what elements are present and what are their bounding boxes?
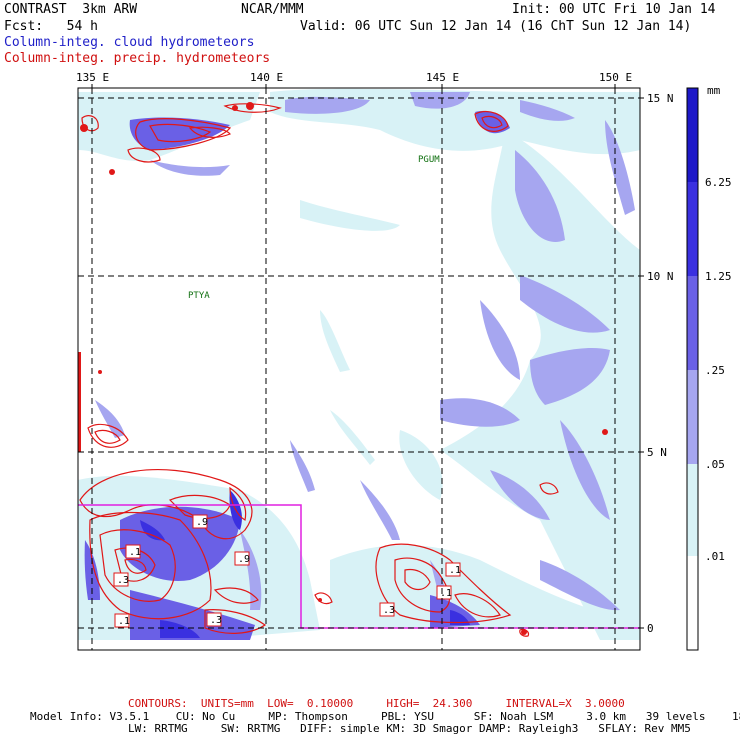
lon-label: 135 E xyxy=(76,71,109,84)
lat-labels: 15 N 10 N 5 N 0 xyxy=(647,92,674,635)
contour-label-group: .9 .1 .3 .1 .3 .1 .3 .1 .9 xyxy=(113,514,461,628)
contour-label: .1 xyxy=(129,547,141,558)
legend-tick: .25 xyxy=(705,364,725,377)
map-frame xyxy=(77,87,641,651)
precip-spots xyxy=(80,102,608,635)
contour-label: .3 xyxy=(117,575,129,586)
station-label-group: PGUM PTYA xyxy=(188,155,440,301)
contour-label: .9 xyxy=(196,517,208,528)
init-time: Init: 00 UTC Fri 10 Jan 14 xyxy=(512,2,716,17)
station-label-pgum: PGUM xyxy=(418,155,440,165)
map-field: .9 .1 .3 .1 .3 .1 .3 .1 .9 PGUM PTYA xyxy=(78,88,640,650)
legend-swatch xyxy=(687,556,698,650)
contour-label: .1 xyxy=(440,588,452,599)
model-info-line-1: Model Info: V3.5.1 CU: No Cu MP: Thompso… xyxy=(30,710,740,723)
legend-tick: 1.25 xyxy=(705,270,732,283)
lat-lon-grid xyxy=(78,88,640,650)
lon-labels: 135 E 140 E 145 E 150 E xyxy=(76,71,632,84)
station-label-ptya: PTYA xyxy=(188,291,210,301)
lat-label: 5 N xyxy=(647,446,667,459)
legend-tick: .05 xyxy=(705,458,725,471)
contour-label: .1 xyxy=(449,565,461,576)
contours-units: UNITS=mm xyxy=(200,697,254,710)
lon-label: 145 E xyxy=(426,71,459,84)
contours-interval: INTERVAL=X 3.0000 xyxy=(505,697,625,710)
color-legend: mm 6.25 1.25 .25 .05 .01 xyxy=(686,84,732,651)
edge-precip xyxy=(78,352,81,452)
legend-tick: 6.25 xyxy=(705,176,732,189)
lat-label: 15 N xyxy=(647,92,674,105)
lat-label: 10 N xyxy=(647,270,674,283)
legend-swatch xyxy=(687,370,698,464)
contour-label: .3 xyxy=(210,615,222,626)
cloud-field-title: Column-integ. cloud hydrometeors xyxy=(4,35,255,50)
contours-high: HIGH= 24.300 xyxy=(386,697,473,710)
center-title: NCAR/MMM xyxy=(241,2,304,17)
lat-label: 0 xyxy=(647,622,654,635)
contour-label: .9 xyxy=(238,554,250,565)
forecast-hour: Fcst: 54 h xyxy=(4,19,98,34)
legend-unit: mm xyxy=(707,84,721,97)
legend-tick: .01 xyxy=(705,550,725,563)
legend-swatch xyxy=(687,276,698,370)
contour-label: .1 xyxy=(118,616,130,627)
lon-label: 150 E xyxy=(599,71,632,84)
model-title: CONTRAST 3km ARW xyxy=(4,2,138,17)
legend-swatch xyxy=(687,464,698,556)
precip-field-title: Column-integ. precip. hydrometeors xyxy=(4,51,271,66)
cloud-field-medium xyxy=(95,92,635,620)
axis-ticks xyxy=(91,84,644,629)
valid-time: Valid: 06 UTC Sun 12 Jan 14 (16 ChT Sun … xyxy=(300,19,692,34)
legend-swatch xyxy=(687,88,698,182)
lon-label: 140 E xyxy=(250,71,283,84)
contours-prefix: CONTOURS: xyxy=(128,697,188,710)
contour-label: .3 xyxy=(383,605,395,616)
contours-line: CONTOURS: UNITS=mm LOW= 0.10000 HIGH= 24… xyxy=(128,698,625,710)
legend-swatch xyxy=(687,182,698,276)
model-info-line-2: LW: RRTMG SW: RRTMG DIFF: simple KM: 3D … xyxy=(128,722,691,735)
precip-contours xyxy=(79,103,559,637)
contours-low: LOW= 0.10000 xyxy=(267,697,354,710)
